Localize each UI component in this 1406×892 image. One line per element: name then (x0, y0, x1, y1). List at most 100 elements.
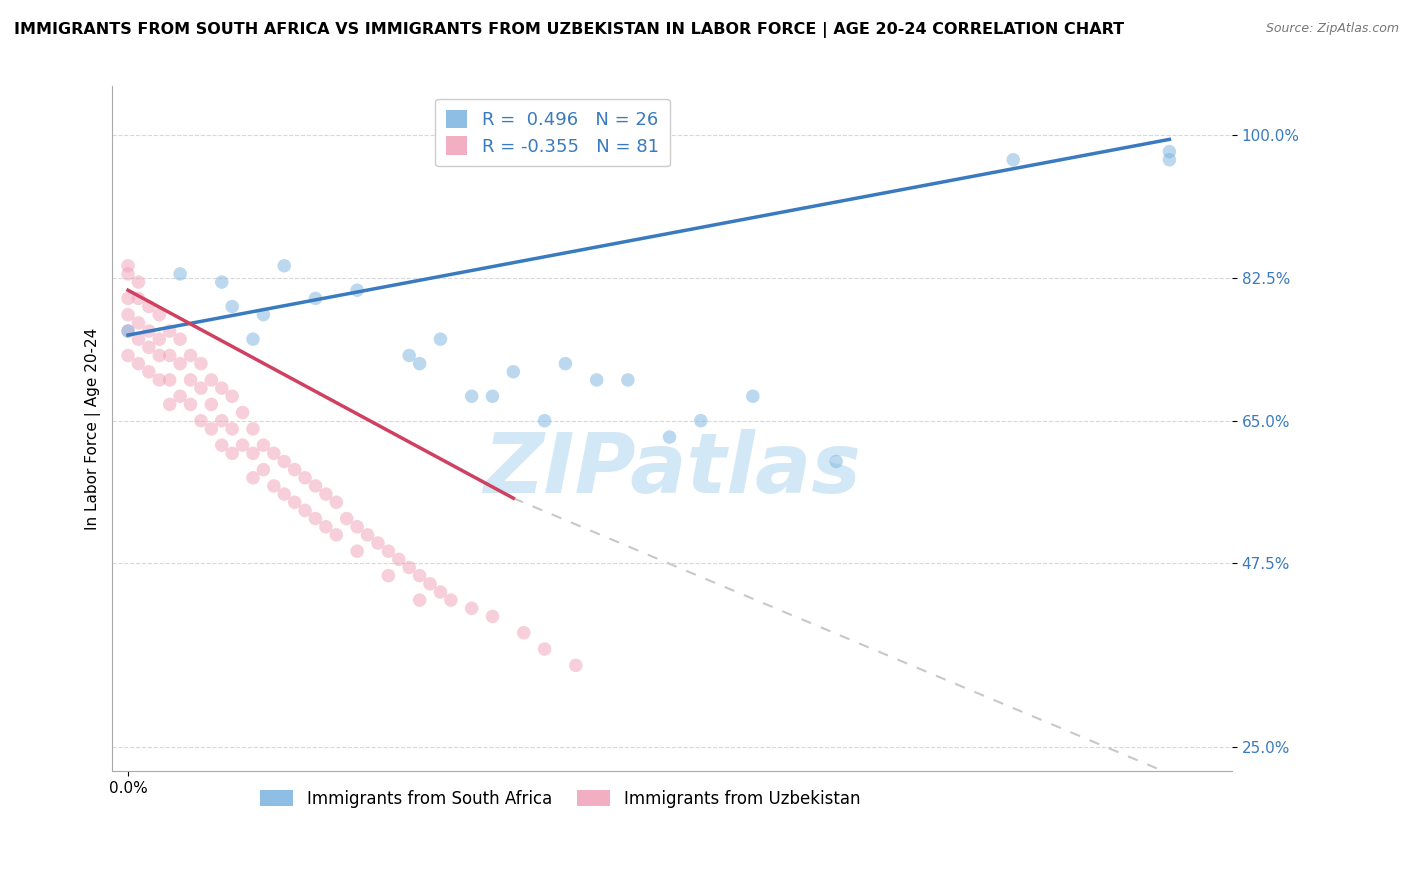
Point (273, 487, 295, 501)
Point (408, 568, 430, 582)
Point (273, 454, 295, 468)
Point (127, 316, 149, 330)
Point (263, 479, 285, 493)
Point (211, 414, 233, 428)
Point (565, 658, 588, 673)
Point (127, 332, 149, 346)
Point (242, 422, 264, 436)
Point (242, 471, 264, 485)
Point (252, 463, 274, 477)
Point (429, 332, 451, 346)
Point (127, 292, 149, 306)
Point (117, 324, 139, 338)
Point (440, 593, 463, 607)
Point (304, 292, 326, 306)
Point (294, 471, 316, 485)
Point (159, 373, 181, 387)
Point (190, 381, 212, 395)
Point (315, 487, 337, 501)
Point (159, 349, 181, 363)
Text: Source: ZipAtlas.com: Source: ZipAtlas.com (1265, 22, 1399, 36)
Point (263, 446, 285, 460)
Point (1159, 145, 1181, 159)
Point (138, 365, 160, 379)
Point (232, 438, 254, 452)
Point (741, 389, 763, 403)
Point (825, 454, 848, 468)
Point (117, 308, 139, 322)
Point (200, 397, 222, 411)
Point (533, 642, 555, 657)
Point (232, 406, 254, 420)
Point (585, 373, 607, 387)
Point (211, 438, 233, 452)
Point (304, 479, 326, 493)
Point (242, 446, 264, 460)
Legend: Immigrants from South Africa, Immigrants from Uzbekistan: Immigrants from South Africa, Immigrants… (253, 783, 868, 814)
Point (221, 389, 243, 403)
Point (159, 397, 181, 411)
Point (117, 259, 139, 273)
Point (169, 332, 191, 346)
Point (138, 300, 160, 314)
Point (346, 283, 368, 297)
Point (127, 357, 149, 371)
Point (180, 373, 202, 387)
Point (304, 511, 326, 525)
Point (148, 349, 170, 363)
Point (117, 267, 139, 281)
Point (429, 585, 451, 599)
Point (398, 560, 420, 574)
Point (252, 308, 274, 322)
Point (242, 332, 264, 346)
Point (252, 438, 274, 452)
Point (221, 300, 243, 314)
Point (460, 389, 482, 403)
Point (377, 568, 399, 582)
Point (377, 544, 399, 558)
Point (367, 536, 389, 550)
Point (169, 357, 191, 371)
Point (460, 601, 482, 615)
Point (513, 625, 536, 640)
Point (533, 414, 555, 428)
Point (148, 308, 170, 322)
Point (211, 275, 233, 289)
Point (554, 357, 576, 371)
Point (169, 389, 191, 403)
Point (419, 577, 441, 591)
Point (1159, 153, 1181, 167)
Point (617, 373, 640, 387)
Point (294, 503, 316, 517)
Point (200, 373, 222, 387)
Point (180, 349, 202, 363)
Point (315, 520, 337, 534)
Point (658, 430, 681, 444)
Point (148, 332, 170, 346)
Point (200, 422, 222, 436)
Point (273, 259, 295, 273)
Point (180, 397, 202, 411)
Point (325, 528, 347, 542)
Point (356, 528, 378, 542)
Text: ZIPatlas: ZIPatlas (484, 429, 860, 510)
Point (346, 520, 368, 534)
Point (689, 414, 711, 428)
Point (117, 292, 139, 306)
Point (148, 373, 170, 387)
Point (117, 349, 139, 363)
Point (138, 340, 160, 354)
Point (1002, 153, 1025, 167)
Point (221, 446, 243, 460)
Point (159, 324, 181, 338)
Point (284, 495, 307, 509)
Text: IMMIGRANTS FROM SOUTH AFRICA VS IMMIGRANTS FROM UZBEKISTAN IN LABOR FORCE | AGE : IMMIGRANTS FROM SOUTH AFRICA VS IMMIGRAN… (14, 22, 1125, 38)
Point (221, 422, 243, 436)
Point (138, 324, 160, 338)
Y-axis label: In Labor Force | Age 20-24: In Labor Force | Age 20-24 (86, 327, 101, 530)
Point (408, 593, 430, 607)
Point (481, 389, 503, 403)
Point (336, 511, 359, 525)
Point (325, 495, 347, 509)
Point (481, 609, 503, 624)
